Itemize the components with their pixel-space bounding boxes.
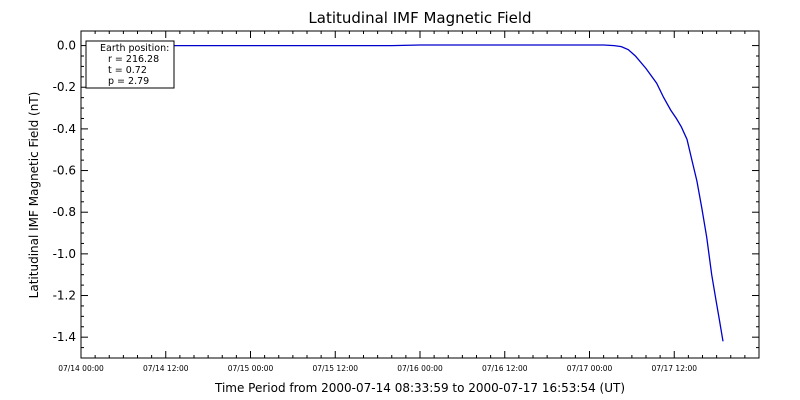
- series-group: [141, 44, 724, 342]
- legend-t: t = 0.72: [108, 65, 147, 76]
- y-axis-label: Latitudinal IMF Magnetic Field (nT): [27, 92, 41, 299]
- x-tick-label: 07/14 12:00: [143, 364, 189, 373]
- legend-r: r = 216.28: [108, 54, 159, 65]
- y-tick-label: -1.0: [53, 247, 76, 261]
- x-axis-label: Time Period from 2000-07-14 08:33:59 to …: [214, 381, 625, 395]
- x-tick-labels: 07/14 00:00 07/14 12:00 07/15 00:00 07/15 1…: [58, 364, 697, 373]
- y-tick-label: -0.2: [53, 80, 76, 94]
- y-tick-label: 0.0: [57, 39, 76, 53]
- legend-box: [85, 40, 175, 89]
- plot-frame: [80, 30, 760, 359]
- x-tick-label: 07/15 00:00: [228, 364, 274, 373]
- x-tick-label: 07/16 00:00: [397, 364, 443, 373]
- x-tick-label: 07/15 12:00: [312, 364, 358, 373]
- legend-p: p = 2.79: [108, 76, 149, 87]
- y-tick-label: -0.8: [53, 205, 76, 219]
- y-tick-label: -1.4: [53, 330, 76, 344]
- y-tick-label: -1.2: [53, 289, 76, 303]
- y-tick-labels: 0.0 -0.2 -0.4 -0.6 -0.8 -1.0 -1.2 -1.4: [53, 39, 76, 345]
- x-tick-label: 07/17 00:00: [567, 364, 613, 373]
- y-tick-label: -0.4: [53, 122, 76, 136]
- x-tick-label: 07/16 12:00: [482, 364, 528, 373]
- legend: Earth position: r = 216.28 t = 0.72 p = …: [85, 40, 175, 89]
- x-tick-label: 07/17 12:00: [651, 364, 697, 373]
- x-tick-label: 07/14 00:00: [58, 364, 104, 373]
- y-tick-label: -0.6: [53, 164, 76, 178]
- series-line: [141, 44, 724, 342]
- legend-heading: Earth position:: [100, 43, 169, 54]
- chart-title: Latitudinal IMF Magnetic Field: [308, 9, 531, 27]
- axis-ticks: [80, 31, 760, 359]
